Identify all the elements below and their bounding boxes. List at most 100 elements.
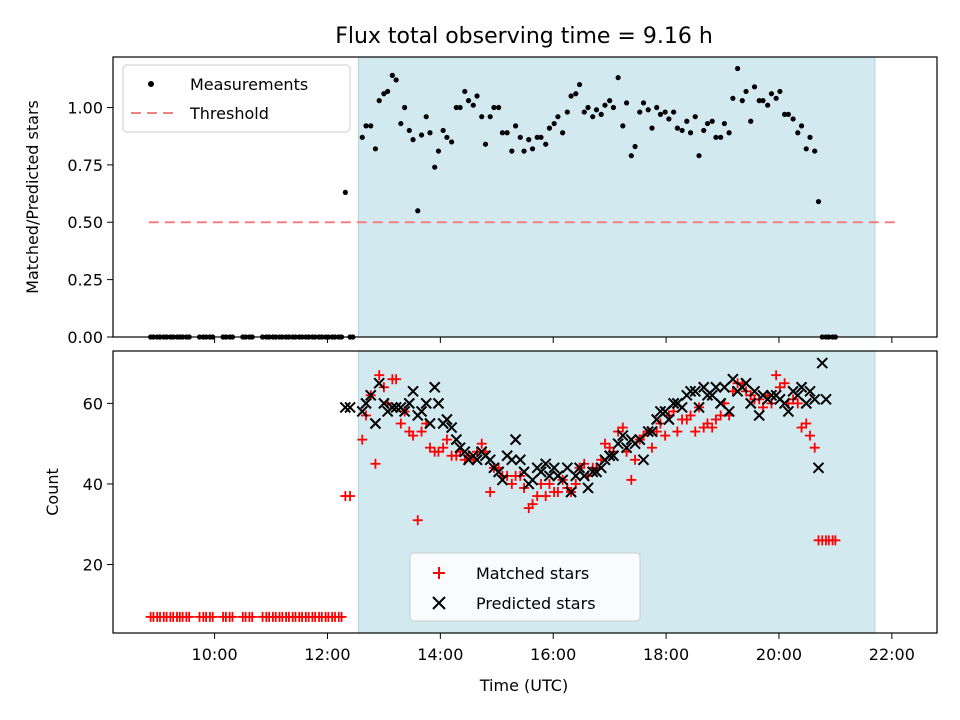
predicted-star-point xyxy=(816,357,828,369)
top-y-tick-label: 0.00 xyxy=(67,328,103,347)
matched-star-point xyxy=(792,398,803,409)
predicted-star-point xyxy=(365,389,377,402)
measurement-point xyxy=(432,164,438,170)
matched-star-point xyxy=(630,454,641,465)
predicted-star-point xyxy=(484,454,496,466)
predicted-star-point xyxy=(407,385,419,397)
matched-star-point xyxy=(660,430,671,441)
legend-predicted-marker xyxy=(432,596,446,610)
measurement-point xyxy=(410,137,416,143)
measurement-point xyxy=(807,134,813,140)
matched-star-point xyxy=(345,491,356,502)
measurement-point xyxy=(491,104,497,111)
predicted-star-point xyxy=(565,486,577,498)
top-panel: 0.00 0.25 0.50 0.75 1.00 Matched/Predicted s… xyxy=(23,56,938,347)
x-tick-label: 14:00 xyxy=(417,645,463,664)
matched-star-point xyxy=(779,378,790,389)
measurement-point xyxy=(504,130,510,136)
measurement-point xyxy=(381,91,387,97)
predicted-star-point xyxy=(424,417,436,430)
predicted-star-point xyxy=(723,405,735,418)
measurement-point xyxy=(551,120,557,127)
measurement-point xyxy=(795,130,801,136)
predicted-star-point xyxy=(378,397,390,410)
matched-star-point xyxy=(801,418,812,429)
predicted-star-point xyxy=(693,401,705,414)
measurement-point xyxy=(760,98,766,104)
predicted-star-point xyxy=(820,393,832,406)
predicted-star-point xyxy=(390,401,402,414)
matched-star-point xyxy=(441,434,452,445)
measurement-point xyxy=(654,104,660,111)
measurement-point xyxy=(368,123,374,129)
measurement-point xyxy=(418,132,425,138)
predicted-star-point xyxy=(753,409,765,422)
measurement-point xyxy=(777,88,783,95)
measurement-point xyxy=(546,125,553,131)
matched-star-point xyxy=(626,474,637,485)
measurement-point xyxy=(620,123,626,129)
top-legend-box xyxy=(122,64,351,133)
predicted-star-point xyxy=(548,462,560,474)
measurement-point xyxy=(415,208,421,214)
measurement-point xyxy=(721,120,728,127)
legend-measurements-label: Measurements xyxy=(190,75,308,94)
predicted-star-point xyxy=(535,466,547,478)
predicted-star-point xyxy=(620,441,633,454)
matched-star-point xyxy=(830,535,841,546)
measurement-point xyxy=(649,125,655,131)
predicted-star-point xyxy=(727,373,739,385)
measurement-point xyxy=(730,95,736,101)
measurement-point xyxy=(499,130,506,136)
predicted-star-point xyxy=(543,470,556,482)
predicted-star-point xyxy=(403,397,416,410)
predicted-star-point xyxy=(663,413,675,426)
measurement-point xyxy=(718,134,724,140)
measurement-point xyxy=(401,104,408,111)
predicted-star-point xyxy=(496,474,509,486)
top-y-tick-label: 1.00 xyxy=(67,98,103,117)
measurement-point xyxy=(803,146,809,152)
predicted-star-point xyxy=(607,450,620,462)
matched-star-point xyxy=(395,418,406,429)
top-y-ticks: 0.00 0.25 0.50 0.75 1.00 xyxy=(67,98,113,347)
predicted-star-point xyxy=(556,474,569,486)
predicted-star-point xyxy=(667,397,680,410)
legend-matched-label: Matched stars xyxy=(476,564,589,583)
measurement-point xyxy=(623,100,630,106)
measurement-point xyxy=(598,111,604,117)
measurement-point xyxy=(581,109,587,115)
predicted-star-point xyxy=(570,470,582,482)
predicted-star-point xyxy=(450,433,463,446)
predicted-star-point xyxy=(748,385,761,397)
measurement-point xyxy=(645,107,651,113)
bottom-y-tick-label: 20 xyxy=(83,556,103,575)
measurement-point xyxy=(470,102,476,108)
measurement-point xyxy=(662,109,668,115)
measurement-point xyxy=(748,118,754,124)
predicted-star-point xyxy=(689,385,701,397)
measurement-point xyxy=(696,153,702,159)
matched-star-point xyxy=(408,430,419,441)
measurement-point xyxy=(406,127,412,134)
measurement-point xyxy=(440,127,446,134)
measurement-point xyxy=(427,130,433,136)
predicted-star-point xyxy=(509,433,522,446)
measurement-point xyxy=(790,116,796,122)
matched-star-point xyxy=(805,430,816,441)
measurement-point xyxy=(751,84,758,90)
x-tick-label: 18:00 xyxy=(643,645,689,664)
measurement-point xyxy=(585,104,591,111)
predicted-star-point xyxy=(344,401,356,414)
measurement-point xyxy=(610,104,617,111)
measurement-point xyxy=(743,88,749,95)
measurement-point xyxy=(462,88,468,95)
predicted-star-point xyxy=(612,437,624,450)
measurement-point xyxy=(534,134,540,140)
measurement-point xyxy=(474,93,480,99)
measurement-point xyxy=(815,198,822,205)
measurement-point xyxy=(607,98,613,104)
matched-star-point xyxy=(374,370,385,381)
matched-star-point xyxy=(207,611,218,622)
matched-star-point xyxy=(485,487,496,497)
